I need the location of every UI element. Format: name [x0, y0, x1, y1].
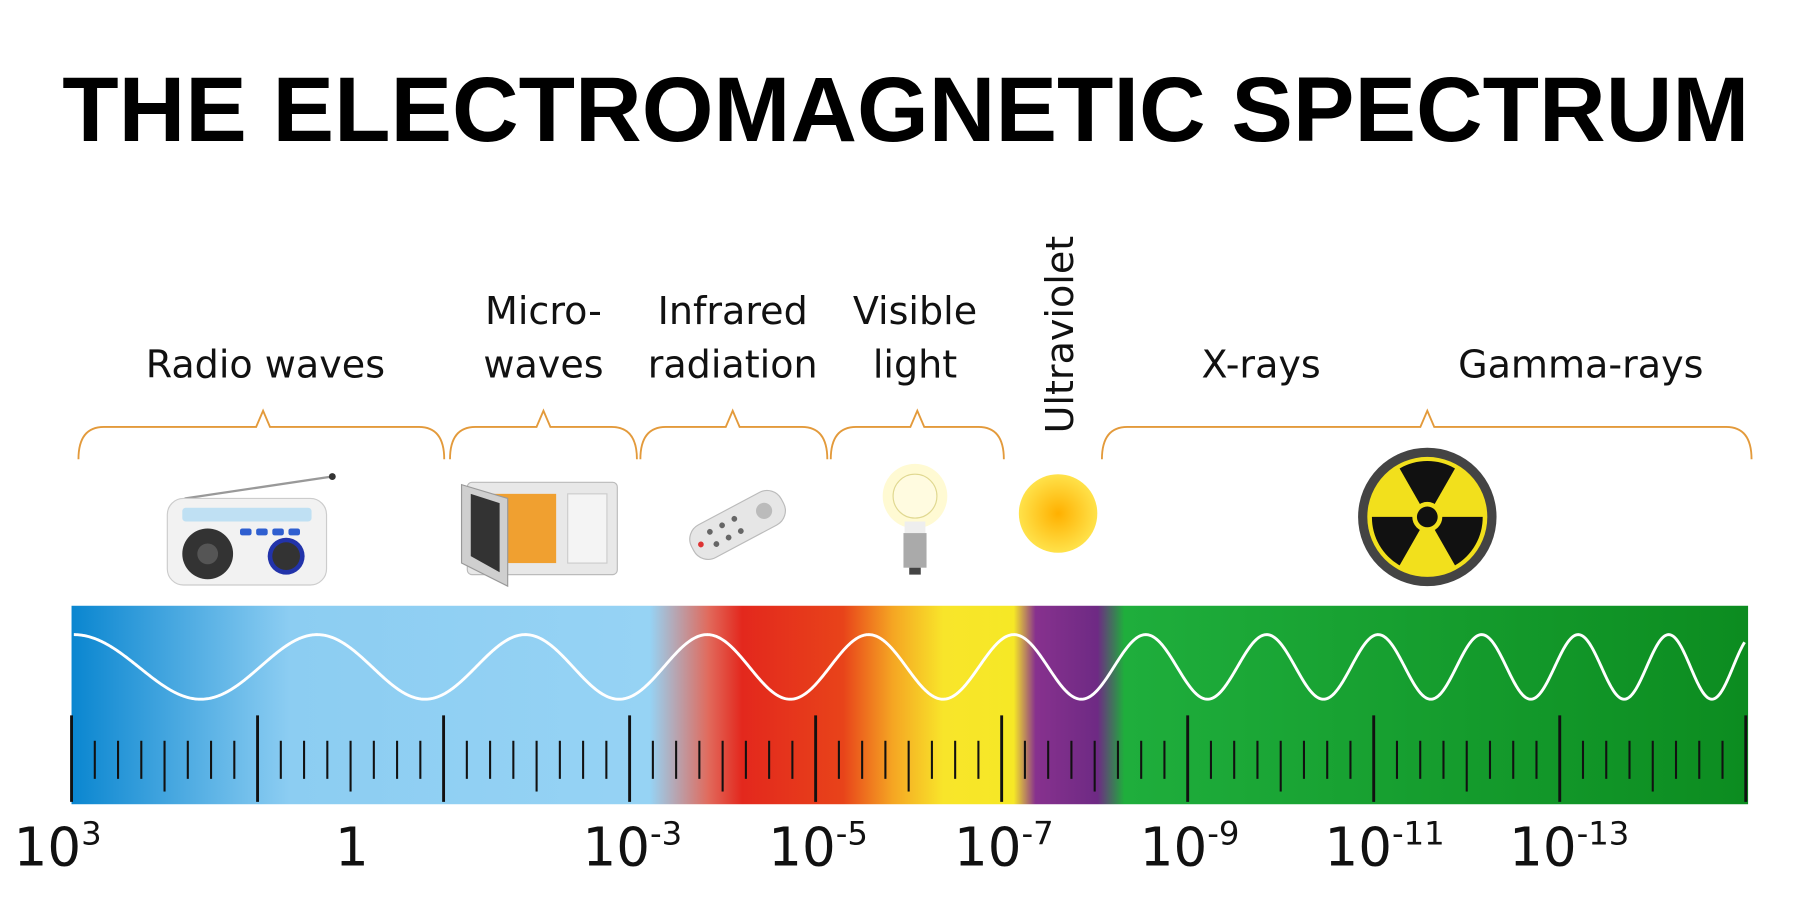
- scale-label: 10-11: [1324, 815, 1444, 879]
- brace: [639, 408, 829, 460]
- scale-label: 10-7: [954, 815, 1054, 879]
- scale-base: 10: [1509, 816, 1577, 878]
- scale-exponent: -11: [1392, 815, 1445, 853]
- scale-exponent: -3: [650, 815, 682, 853]
- sun-icon: [1018, 474, 1098, 553]
- band-label: Ultraviolet: [1038, 236, 1082, 434]
- brace: [449, 408, 638, 460]
- band-label: Infrared: [658, 289, 808, 333]
- brace: [77, 408, 446, 460]
- scale-base: 10: [1324, 816, 1392, 878]
- scale-exponent: -13: [1577, 815, 1630, 853]
- scale-exponent: -7: [1022, 815, 1054, 853]
- scale-exponent: 3: [81, 815, 102, 853]
- remote-icon: [689, 489, 786, 560]
- bulb-icon: [882, 463, 948, 575]
- wave: [73, 633, 1746, 701]
- band-label: Radio waves: [146, 342, 385, 386]
- scale-label: 10-3: [582, 815, 682, 879]
- braces: [77, 408, 1753, 460]
- scale-exponent: -5: [836, 815, 868, 853]
- band-label: radiation: [648, 342, 818, 386]
- scale-base: 10: [768, 816, 836, 878]
- scale-base: 10: [14, 816, 82, 878]
- band-label: light: [873, 342, 957, 386]
- scale-base: 10: [582, 816, 650, 878]
- scale-label: 10-13: [1509, 815, 1629, 879]
- band-label: X-rays: [1202, 342, 1321, 386]
- scale-label: 10-5: [768, 815, 868, 879]
- band-label: Micro-: [485, 289, 602, 333]
- scale-base: 10: [954, 816, 1022, 878]
- title: THE ELECTROMAGNETIC SPECTRUM: [62, 57, 1749, 161]
- scale-exponent: -9: [1207, 815, 1239, 853]
- scale-label: 103: [14, 815, 102, 879]
- scale-label: 1: [335, 816, 369, 878]
- ruler: [70, 715, 1748, 802]
- brace: [829, 408, 1005, 460]
- microwave-icon: [460, 481, 618, 588]
- band-label: waves: [483, 342, 603, 386]
- brace: [1101, 408, 1753, 460]
- scale-label: 10-9: [1140, 815, 1240, 879]
- band-label: Gamma-rays: [1458, 342, 1703, 386]
- scale-base: 1: [335, 816, 369, 878]
- radio-icon: [166, 473, 336, 586]
- scale-base: 10: [1140, 816, 1208, 878]
- radiation-icon: [1358, 447, 1497, 587]
- band-label: Visible: [853, 289, 977, 333]
